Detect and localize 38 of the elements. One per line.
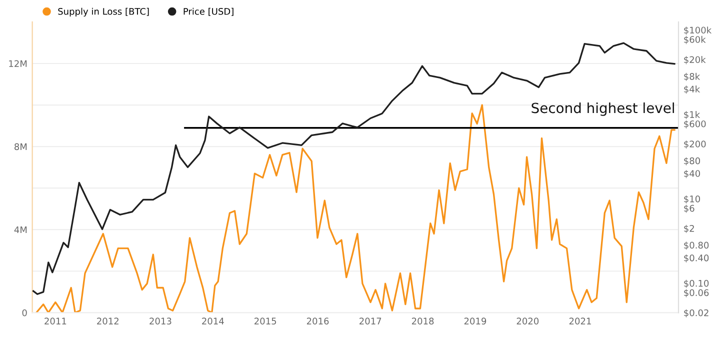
y2-tick-label: $1k [684, 110, 700, 120]
y2-tick-label: $6 [684, 204, 694, 213]
y-tick-label: 8M [14, 143, 27, 150]
y-tick-label: 0 [22, 309, 27, 316]
y2-tick-label: $200 [684, 140, 706, 149]
line-series [36, 104, 676, 313]
y2-tick-label: $10 [684, 195, 700, 204]
x-tick-label: 2021 [569, 318, 591, 324]
y2-tick-label: $0.02 [684, 309, 708, 318]
y-tick-label: 4M [14, 226, 27, 234]
y2-tick-label: $60k [684, 36, 706, 44]
y2-tick-label: $4k [684, 86, 700, 94]
y2-tick-label: $80 [684, 157, 700, 166]
legend-label: Price [USD] [184, 8, 234, 16]
y2-tick-label: $0.40 [684, 254, 709, 263]
y2-tick-label: $20k [684, 56, 706, 64]
annotation: Second highest level [532, 102, 674, 116]
y2-tick-label: $0.06 [684, 289, 709, 298]
line-series [32, 42, 676, 295]
x-tick-label: 2015 [254, 318, 276, 324]
x-tick-label: 2020 [516, 318, 539, 324]
x-tick-label: 2012 [97, 318, 118, 324]
x-tick-label: 2019 [464, 318, 486, 324]
y2-tick-label: $8k [684, 72, 700, 82]
y2-tick-label: $100k [684, 26, 712, 35]
x-tick-label: 2016 [306, 318, 329, 324]
y-tick-label: 12M [9, 60, 27, 67]
y2-tick-label: $2 [684, 224, 694, 234]
x-tick-label: 2011 [44, 318, 66, 324]
x-tick-label: 2014 [202, 318, 224, 324]
y2-tick-label: $40 [684, 170, 700, 178]
x-tick-label: 2017 [360, 318, 382, 324]
y2-tick-label: $600 [684, 120, 706, 129]
x-tick-label: 2018 [412, 318, 434, 324]
legend-label: Supply in Loss [BTC] [58, 8, 149, 17]
y2-tick-label: $0.80 [684, 242, 709, 250]
x-tick-label: 2013 [150, 318, 172, 324]
y2-tick-label: $0.10 [684, 280, 709, 288]
